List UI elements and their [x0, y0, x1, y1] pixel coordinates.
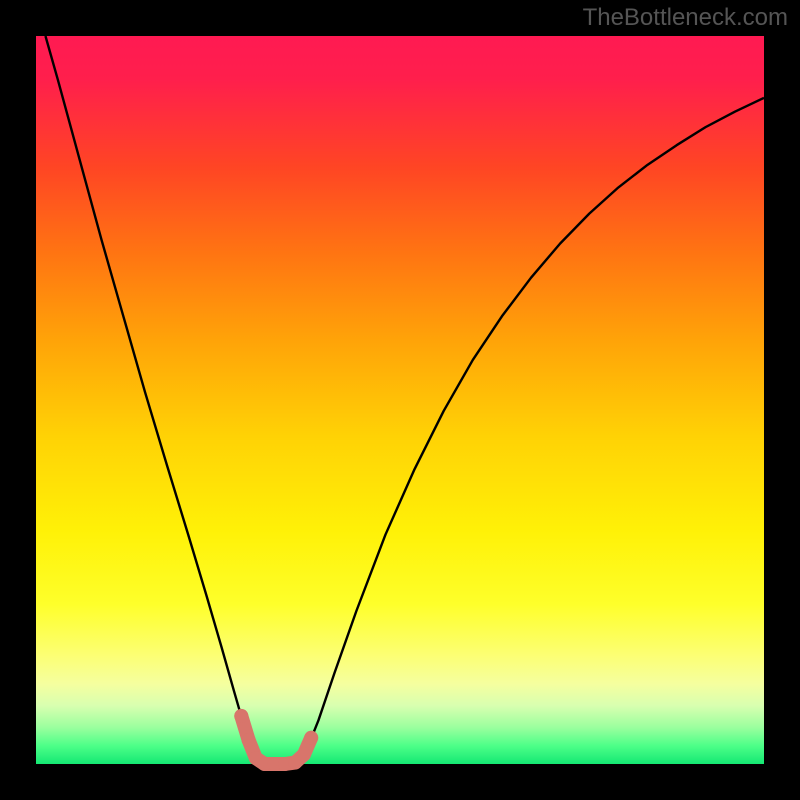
- marker-dot: [304, 731, 318, 745]
- marker-dot: [297, 748, 311, 762]
- marker-dot: [242, 733, 256, 747]
- marker-dot: [234, 709, 248, 723]
- bottleneck-curve-chart: [0, 0, 800, 800]
- chart-container: TheBottleneck.com: [0, 0, 800, 800]
- plot-area: [36, 36, 764, 764]
- watermark-text: TheBottleneck.com: [583, 4, 788, 32]
